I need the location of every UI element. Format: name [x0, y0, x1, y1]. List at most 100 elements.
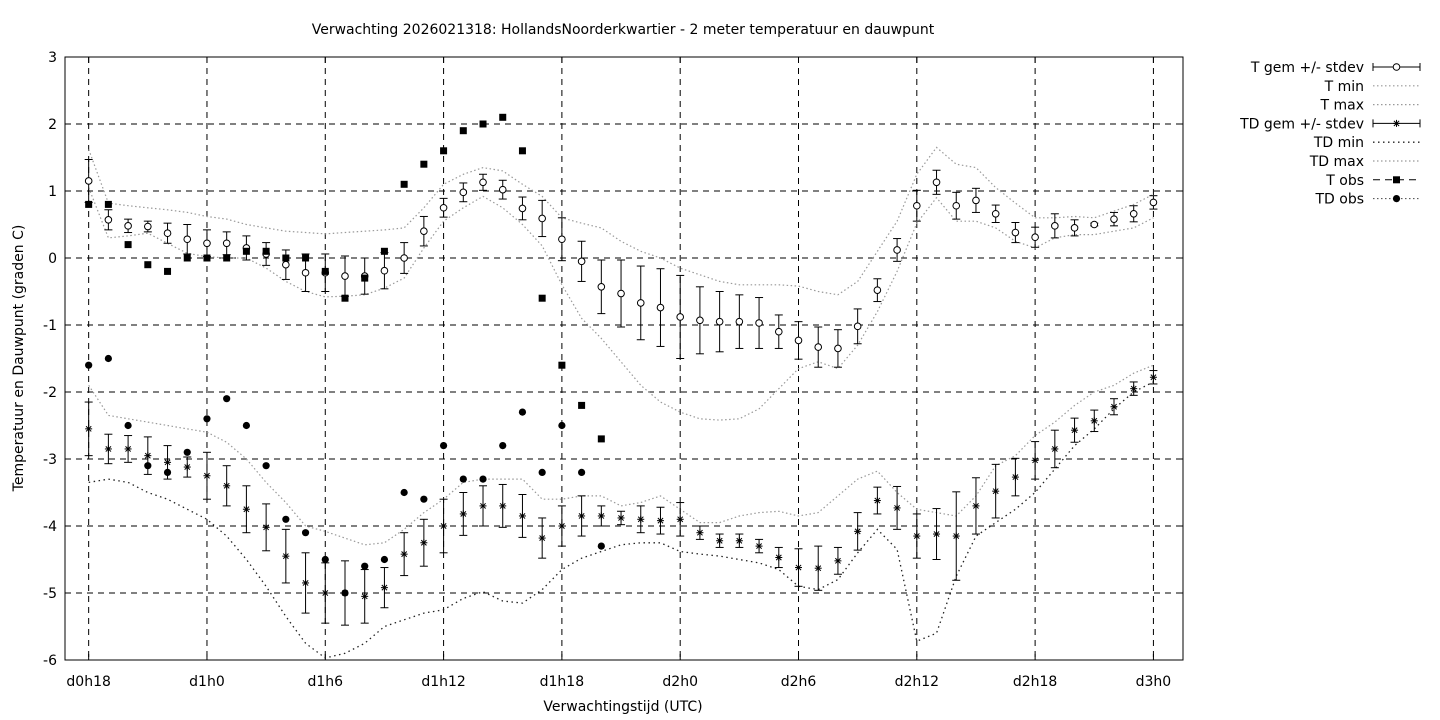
td-obs-point [479, 475, 487, 483]
td-mean-point [1090, 417, 1098, 425]
t-mean-point [459, 188, 468, 197]
t-obs-point [361, 274, 369, 282]
t-mean-point [1070, 224, 1079, 232]
td-mean-point [814, 564, 822, 572]
t-obs-point [85, 200, 93, 208]
td-obs-point [183, 448, 191, 456]
y-tick-label: -6 [43, 653, 57, 669]
t-mean-point [755, 319, 763, 327]
y-tick-label: 1 [48, 184, 57, 200]
t-mean-point [814, 343, 823, 351]
td-obs-point [301, 529, 310, 537]
td-mean-point [992, 487, 1000, 495]
td-mean-point [361, 592, 369, 600]
td-obs-point [499, 442, 507, 450]
legend-marker [1392, 195, 1401, 203]
grid [65, 57, 1183, 660]
series-layer [84, 113, 1158, 659]
t-obs-point [400, 180, 408, 188]
td-obs-point [538, 468, 546, 476]
t-obs-point [597, 435, 605, 443]
td-mean-point [459, 510, 467, 518]
x-tick-label: d1h12 [421, 674, 465, 690]
t-mean-point [518, 204, 527, 213]
td-mean-point [183, 463, 191, 471]
t-mean-point [1031, 233, 1039, 242]
td-mean-point [578, 512, 586, 520]
t-mean-point [774, 327, 783, 336]
td-mean-point [144, 452, 152, 460]
x-tick-label: d3h0 [1136, 674, 1172, 690]
y-tick-label: 0 [48, 251, 57, 267]
t-mean-point [656, 303, 665, 312]
t-mean-point [479, 178, 487, 187]
t-mean-point [991, 209, 1000, 218]
t-mean-point [183, 235, 192, 244]
t-mean-point [873, 286, 882, 294]
td-obs-point [597, 542, 605, 550]
td-mean-point [1011, 473, 1019, 481]
td-mean-point [637, 515, 645, 523]
t-mean-point [104, 216, 113, 224]
t-mean-point [163, 229, 172, 238]
td-obs-point [341, 589, 349, 597]
t-mean-point [538, 214, 546, 223]
legend-label: T max [1319, 98, 1364, 114]
t-mean-point [794, 336, 803, 345]
td-mean-point [597, 512, 605, 520]
t-obs-point [223, 254, 231, 262]
td-mean-point [716, 537, 724, 545]
td-mean-point [302, 579, 310, 587]
legend-label: T min [1324, 79, 1364, 95]
t-mean-point [144, 222, 152, 231]
t-obs-point [459, 127, 467, 135]
t-mean-point [400, 254, 408, 262]
td-mean-point [558, 522, 566, 530]
t-mean-point [1149, 198, 1158, 207]
t-mean-point [696, 316, 704, 325]
td-mean-point [104, 445, 112, 453]
td-mean-point [834, 557, 842, 565]
x-tick-label: d2h18 [1013, 674, 1057, 690]
td-mean-point [775, 553, 783, 561]
td-mean-point [400, 550, 408, 558]
t-obs-point [499, 113, 507, 121]
t-max-line [88, 146, 1154, 296]
t-obs-point [203, 254, 211, 262]
td-obs-point [518, 408, 527, 416]
y-tick-label: -2 [43, 385, 57, 401]
td-mean-point [617, 514, 625, 522]
t-obs-point [282, 254, 290, 262]
plot-frame [64, 56, 1184, 661]
t-mean-point [913, 201, 921, 210]
t-mean-point [952, 201, 961, 210]
t-obs-point [380, 247, 388, 255]
td-mean-point [1051, 445, 1059, 453]
td-mean-point [262, 523, 270, 531]
t-obs-point [183, 254, 191, 262]
x-tick-label: d1h0 [189, 674, 225, 690]
legend-item-td-min: TD min [1313, 135, 1420, 151]
td-mean-point [1071, 426, 1079, 434]
td-obs-point [321, 555, 329, 564]
td-obs-point [439, 442, 448, 450]
t-obs-point [578, 401, 586, 409]
t-mean-point [282, 260, 290, 269]
t-mean-point [972, 196, 980, 205]
legend-marker [1393, 176, 1400, 184]
t-obs-point [538, 294, 546, 302]
t-mean-point [617, 289, 625, 298]
legend-label: TD min [1313, 135, 1364, 151]
td-mean-point [203, 472, 211, 480]
td-obs-point [400, 488, 408, 497]
t-mean-point [597, 283, 606, 291]
td-obs-point [380, 555, 389, 564]
td-mean-point [795, 564, 803, 572]
legend-label: T gem +/- stdev [1250, 60, 1364, 76]
td-mean-point [735, 537, 743, 545]
td-obs-point [223, 395, 231, 403]
td-mean-point [696, 529, 704, 537]
t-mean-point [1090, 220, 1099, 229]
td-mean-point [755, 542, 763, 550]
